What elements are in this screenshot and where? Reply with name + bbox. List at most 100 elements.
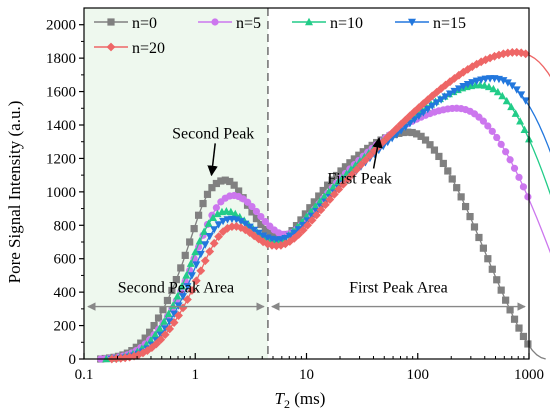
data-point: [261, 225, 269, 234]
data-point: [252, 215, 261, 223]
data-point: [502, 296, 510, 304]
data-point: [218, 227, 228, 237]
data-point: [252, 207, 261, 216]
data-point: [177, 282, 186, 290]
data-point: [418, 99, 428, 109]
data-point: [472, 77, 481, 86]
data-point: [137, 339, 145, 347]
data-point: [446, 90, 455, 98]
data-point: [355, 151, 363, 159]
data-point: [205, 247, 215, 256]
data-point: [480, 81, 489, 89]
data-point: [280, 239, 290, 249]
series-n-20: [107, 47, 550, 364]
data-point: [325, 195, 335, 204]
second-peak-label: Second Peak: [172, 125, 254, 142]
data-point: [346, 159, 354, 167]
data-point: [521, 49, 531, 59]
data-point: [248, 202, 256, 211]
y-tick-label: 1000: [46, 185, 76, 201]
data-point: [352, 165, 361, 175]
data-point: [315, 192, 323, 200]
data-point: [182, 271, 191, 279]
data-point: [316, 205, 326, 215]
data-point: [516, 117, 525, 125]
data-point: [470, 223, 479, 231]
data-point: [223, 223, 232, 233]
data-point: [484, 122, 492, 130]
data-point: [210, 226, 219, 234]
x-tick-label: 10: [299, 367, 314, 383]
data-point: [524, 193, 532, 201]
data-point: [217, 177, 225, 185]
legend-label: n=0: [132, 15, 157, 32]
data-point: [338, 179, 348, 189]
second-peak-arrow: [207, 143, 218, 177]
data-point: [181, 251, 189, 259]
data-point: [457, 193, 465, 201]
data-point: [408, 128, 416, 137]
data-point: [488, 127, 496, 135]
y-tick-label: 2000: [46, 18, 76, 34]
x-axis-symbol: T: [275, 389, 286, 408]
data-point: [248, 208, 256, 216]
legend-marker: [107, 18, 115, 26]
data-point: [236, 218, 245, 226]
data-point: [199, 199, 207, 208]
data-point: [364, 144, 372, 152]
data-point: [150, 321, 158, 330]
data-point: [315, 197, 324, 205]
data-point: [312, 210, 321, 220]
legend-item-n-20: n=20: [94, 40, 165, 57]
data-point: [468, 79, 477, 87]
data-point: [439, 159, 447, 168]
data-point: [266, 229, 274, 237]
data-point: [160, 330, 170, 339]
data-point: [183, 283, 192, 291]
data-point: [221, 176, 229, 184]
legend: n=0 n=5 n=10 n=15 n=20: [94, 15, 466, 57]
legend-marker: [106, 42, 116, 52]
legend-marker: [211, 18, 219, 26]
data-point: [417, 132, 425, 140]
data-point: [141, 334, 149, 342]
data-point: [461, 202, 470, 211]
data-point: [290, 229, 299, 238]
data-point: [365, 151, 375, 160]
data-point: [479, 244, 487, 252]
data-point: [413, 130, 421, 138]
data-point: [337, 167, 345, 175]
data-point: [350, 155, 358, 163]
data-point: [410, 116, 419, 124]
data-point: [191, 276, 201, 286]
data-point: [196, 250, 205, 259]
y-tick-label: 1200: [46, 151, 76, 167]
legend-item-n-15: n=15: [395, 15, 466, 32]
data-point: [230, 181, 238, 189]
data-point: [259, 232, 268, 240]
data-point: [506, 306, 514, 314]
data-point: [250, 226, 259, 235]
y-tick-label: 1800: [46, 51, 76, 67]
data-point: [190, 225, 198, 233]
data-point: [520, 125, 529, 134]
y-tick-label: 1400: [46, 118, 76, 134]
data-point: [356, 160, 366, 170]
second-peak-area-label: Second Peak Area: [118, 280, 234, 297]
y-tick-label: 1600: [46, 85, 76, 101]
data-point: [521, 97, 530, 105]
data-point: [179, 293, 188, 301]
data-point: [203, 190, 212, 198]
data-point: [294, 226, 303, 234]
legend-label: n=15: [433, 15, 466, 32]
data-point: [165, 318, 174, 326]
data-point: [212, 179, 220, 188]
annotation-layer: Second Peak First Peak Second Peak Area Fir…: [87, 125, 526, 311]
data-point: [173, 292, 182, 300]
data-point: [195, 236, 204, 245]
data-point: [421, 136, 430, 144]
data-point: [174, 311, 183, 320]
data-point: [498, 91, 507, 100]
data-point: [129, 351, 139, 361]
data-point: [441, 80, 450, 90]
